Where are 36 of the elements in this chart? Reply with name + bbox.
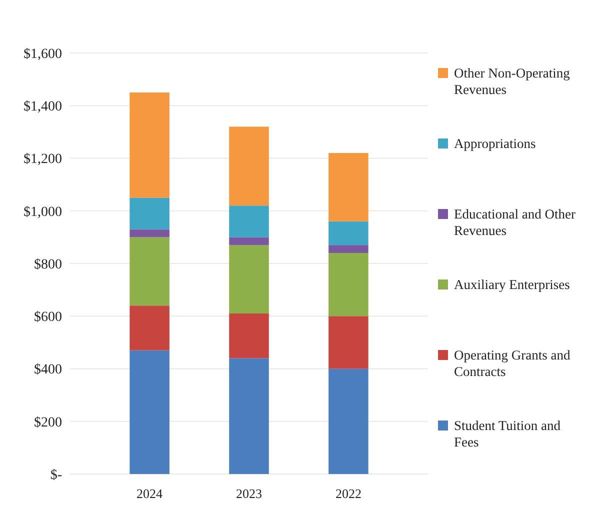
y-tick-label: $1,200 [24, 152, 62, 168]
bar [328, 316, 368, 369]
x-tick-label: 2022 [335, 486, 362, 501]
x-tick-label: 2024 [136, 486, 164, 501]
legend-label: Other Non-Operating Revenues [454, 66, 570, 97]
y-tick-label: $800 [34, 257, 62, 272]
bar [130, 306, 170, 350]
bar [328, 152, 368, 222]
bar [130, 350, 170, 474]
legend-label: Appropriations [454, 136, 536, 152]
bar [328, 368, 368, 474]
bar [328, 252, 368, 316]
y-tick-label: $1,400 [24, 100, 62, 115]
legend-label: Educational and Other Revenues [454, 206, 576, 238]
bar [328, 245, 368, 253]
x-tick-label: 2023 [236, 486, 262, 501]
bar [229, 126, 269, 206]
bar [229, 313, 269, 358]
legend-label: Auxiliary Enterprises [454, 277, 570, 292]
legend-label: Operating Grants and Contracts [454, 348, 570, 379]
y-tick-label: $200 [34, 415, 62, 430]
y-tick-label: $1,000 [24, 204, 62, 220]
bar [328, 221, 368, 246]
y-tick-label: $400 [34, 362, 62, 378]
y-tick-label: $- [50, 468, 62, 483]
bar [229, 206, 269, 238]
legend-label: Student Tuition and Fees [454, 418, 561, 450]
bar [229, 237, 269, 246]
bar [130, 198, 170, 230]
bar [130, 229, 170, 238]
bar [130, 237, 170, 306]
bar [130, 92, 170, 198]
bar [229, 358, 269, 474]
bar [229, 245, 269, 314]
y-tick-label: $1,600 [24, 46, 62, 62]
y-tick-label: $600 [34, 310, 62, 326]
